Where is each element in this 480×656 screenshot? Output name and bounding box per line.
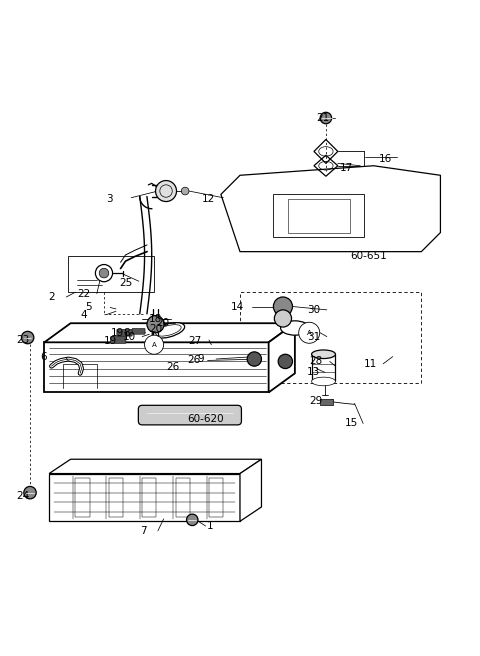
Circle shape xyxy=(24,487,36,499)
Text: 60-651: 60-651 xyxy=(350,251,386,262)
Polygon shape xyxy=(320,399,333,405)
Text: 18: 18 xyxy=(148,314,162,325)
Circle shape xyxy=(278,354,292,369)
Text: 26: 26 xyxy=(166,362,180,372)
Circle shape xyxy=(22,331,34,344)
FancyBboxPatch shape xyxy=(132,329,145,334)
Circle shape xyxy=(144,335,164,354)
Text: 20: 20 xyxy=(149,324,162,334)
Polygon shape xyxy=(269,323,295,392)
Circle shape xyxy=(99,268,109,278)
Ellipse shape xyxy=(312,350,336,359)
Text: 29: 29 xyxy=(309,396,323,405)
Circle shape xyxy=(96,264,113,281)
Ellipse shape xyxy=(281,321,309,335)
Text: 10: 10 xyxy=(123,331,136,342)
Text: 6: 6 xyxy=(40,352,47,361)
Polygon shape xyxy=(49,459,262,474)
Text: A: A xyxy=(152,342,156,348)
Circle shape xyxy=(299,322,320,343)
Text: 31: 31 xyxy=(307,331,320,342)
Text: 8: 8 xyxy=(123,328,130,338)
Text: A: A xyxy=(307,330,312,336)
Circle shape xyxy=(274,297,292,316)
Circle shape xyxy=(157,182,175,199)
Text: 11: 11 xyxy=(364,359,377,369)
Circle shape xyxy=(147,316,164,333)
Text: 28: 28 xyxy=(309,356,323,367)
Ellipse shape xyxy=(152,323,185,338)
FancyBboxPatch shape xyxy=(138,405,241,425)
Circle shape xyxy=(247,352,262,366)
Polygon shape xyxy=(44,323,295,342)
Text: 30: 30 xyxy=(307,305,320,315)
Text: 20: 20 xyxy=(156,318,169,328)
Polygon shape xyxy=(312,354,336,381)
Text: 7: 7 xyxy=(140,526,146,536)
Circle shape xyxy=(275,310,291,327)
Text: 5: 5 xyxy=(85,302,92,312)
Text: 12: 12 xyxy=(202,194,215,204)
Text: 27: 27 xyxy=(189,337,202,346)
Text: 15: 15 xyxy=(345,419,358,428)
Text: 26: 26 xyxy=(188,356,201,365)
Text: 9: 9 xyxy=(197,354,204,364)
Text: 25: 25 xyxy=(120,277,133,288)
FancyBboxPatch shape xyxy=(111,337,126,343)
Ellipse shape xyxy=(312,377,336,386)
Polygon shape xyxy=(49,474,240,522)
Text: 24: 24 xyxy=(17,491,30,501)
Text: 23: 23 xyxy=(17,335,30,345)
Text: 19: 19 xyxy=(104,337,117,346)
Polygon shape xyxy=(240,459,262,522)
Text: 13: 13 xyxy=(307,367,320,377)
Text: 22: 22 xyxy=(77,289,90,298)
Circle shape xyxy=(181,187,189,195)
Text: 60-620: 60-620 xyxy=(188,414,224,424)
Text: 4: 4 xyxy=(80,310,87,319)
Text: 21: 21 xyxy=(316,113,330,123)
Polygon shape xyxy=(221,166,441,252)
Text: 2: 2 xyxy=(48,292,55,302)
Text: 19: 19 xyxy=(111,328,124,338)
Circle shape xyxy=(187,514,198,525)
Text: 14: 14 xyxy=(230,302,244,312)
Text: 1: 1 xyxy=(206,521,213,531)
Text: 16: 16 xyxy=(378,154,392,163)
FancyBboxPatch shape xyxy=(117,329,132,336)
Text: 3: 3 xyxy=(107,194,113,204)
Text: 17: 17 xyxy=(340,163,353,173)
Circle shape xyxy=(156,180,177,201)
Polygon shape xyxy=(44,342,269,392)
Polygon shape xyxy=(274,194,364,237)
Circle shape xyxy=(320,112,332,124)
